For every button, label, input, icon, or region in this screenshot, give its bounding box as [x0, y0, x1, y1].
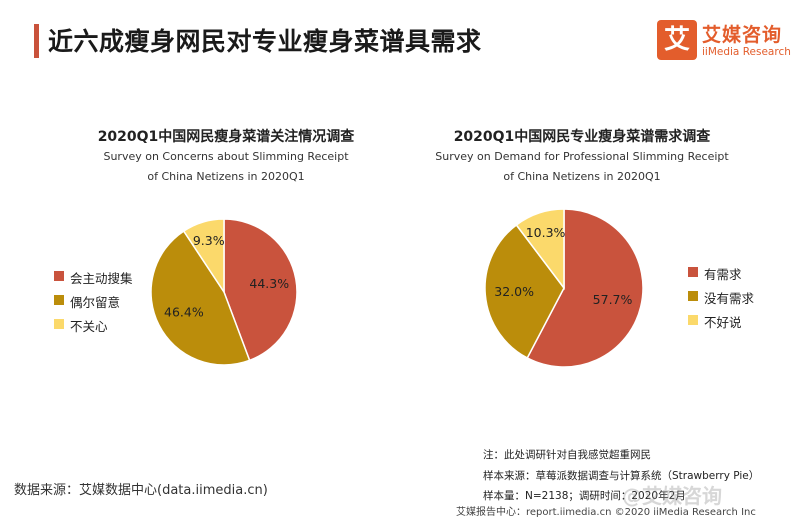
chart-2-subtitle-line-2: of China Netizens in 2020Q1 [503, 170, 661, 183]
chart-1-title: 2020Q1中国网民瘦身菜谱关注情况调查 [97, 129, 355, 145]
chart-1-subtitle-line-2: of China Netizens in 2020Q1 [147, 170, 305, 183]
legend-swatch [688, 267, 698, 277]
footer: 艾媒报告中心：report.iimedia.cn ©2020 iiMedia R… [456, 507, 756, 518]
notes-block: 注：此处调研针对自我感觉超重网民 样本来源：草莓派数据调查与计算系统（Straw… [483, 445, 759, 507]
title-accent-bar [34, 24, 39, 58]
page-title: 近六成瘦身网民对专业瘦身菜谱具需求 [48, 27, 482, 56]
legend-swatch [688, 291, 698, 301]
data-source: 数据来源：艾媒数据中心(data.iimedia.cn) [14, 483, 268, 498]
chart-1-subtitle-line-1: Survey on Concerns about Slimming Receip… [103, 150, 349, 163]
legend-label: 不关心 [70, 319, 108, 334]
legend-label: 没有需求 [704, 291, 755, 306]
pie-value-label: 10.3% [526, 225, 566, 240]
pie-value-label: 44.3% [249, 276, 289, 291]
chart-2-subtitle-line-1: Survey on Demand for Professional Slimmi… [435, 150, 729, 163]
chart-2-pie: 57.7% 32.0% 10.3% [484, 208, 644, 368]
note-line: 注：此处调研针对自我感觉超重网民 [483, 449, 651, 461]
legend-swatch [688, 315, 698, 325]
pie-value-label: 46.4% [164, 304, 204, 319]
note-line: 样本来源：草莓派数据调查与计算系统（Strawberry Pie） [483, 469, 760, 482]
pie-slice-2 [150, 230, 251, 366]
logo-name-en: iiMedia Research [702, 46, 791, 58]
logo-name-cn: 艾媒咨询 [702, 24, 783, 46]
pie-value-label: 9.3% [193, 233, 225, 248]
legend-swatch [54, 319, 64, 329]
legend-swatch [54, 295, 64, 305]
note-line: 样本量：N=2138；调研时间：2020年2月 [483, 490, 686, 502]
chart-2-title: 2020Q1中国网民专业瘦身菜谱需求调查 [453, 129, 711, 145]
pie-slice-3 [182, 218, 225, 295]
watermark: @艾媒咨询 [622, 484, 722, 508]
chart-1-pie: 44.3% 46.4% 9.3% [150, 218, 298, 366]
pie-slice-3 [515, 208, 565, 291]
legend-label: 不好说 [704, 315, 742, 330]
pie-value-label: 57.7% [593, 292, 633, 307]
pie-slice-1 [526, 208, 644, 368]
pie-slice-1 [223, 218, 298, 362]
legend-label: 会主动搜集 [70, 271, 133, 286]
brand-logo: 艾 艾媒咨询 iiMedia Research [657, 20, 792, 64]
logo-mark-icon: 艾 [657, 20, 697, 60]
legend-label: 有需求 [704, 267, 742, 282]
legend-swatch [54, 271, 64, 281]
pie-value-label: 32.0% [494, 284, 534, 299]
legend-label: 偶尔留意 [70, 295, 121, 310]
pie-slice-2 [484, 223, 565, 359]
